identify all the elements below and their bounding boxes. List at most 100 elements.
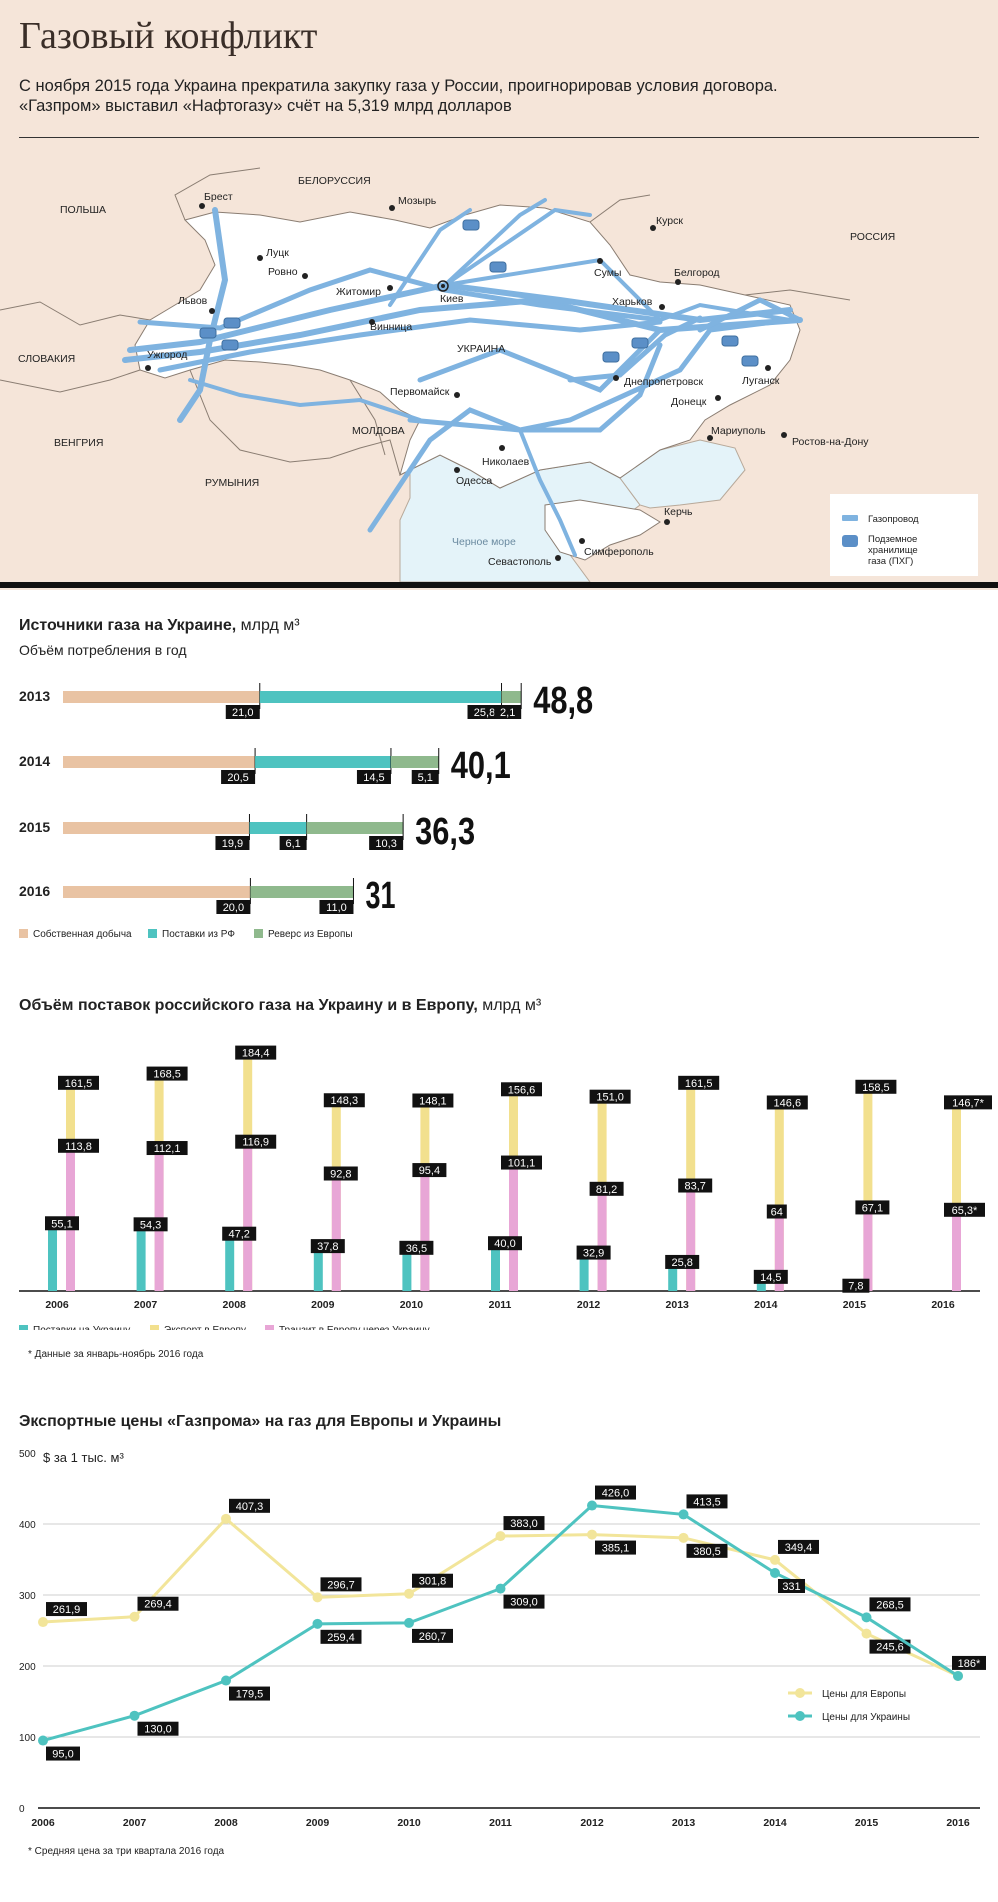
x-tick-label: 2007	[134, 1299, 158, 1311]
reverse-from-europe-value-box	[319, 900, 354, 914]
x-tick-label: 2007	[123, 1817, 147, 1829]
europe-price-value-box	[229, 1498, 270, 1513]
europe-price-value: 186*	[958, 1658, 981, 1670]
transit-value-box	[235, 1134, 277, 1149]
city-label: Керчь	[664, 506, 693, 518]
city-label: Львов	[178, 295, 208, 307]
export-value-box	[146, 1066, 188, 1081]
ukraine-value-box	[133, 1217, 168, 1232]
ukraine-bar	[48, 1218, 57, 1291]
sources-bar-chart: 2013 21,0 25,8 2,1 48,8 2014 20,5 14,5 5,1 40,1 20…	[19, 680, 593, 940]
x-tick-label: 2012	[580, 1817, 604, 1829]
x-tick-label: 2014	[754, 1299, 778, 1311]
x-tick-label: 2014	[763, 1817, 787, 1829]
europe-price-point	[678, 1532, 689, 1543]
ukraine-price-value: 309,0	[510, 1597, 538, 1609]
y-tick-label: 500	[19, 1449, 36, 1460]
ukraine-price-value-box	[778, 1578, 805, 1593]
city-label: Брест	[204, 191, 233, 203]
europe-price-point	[770, 1554, 780, 1565]
ukraine-price-point	[678, 1509, 689, 1520]
city-label: Киев	[440, 293, 464, 305]
city-label: Винница	[370, 321, 412, 333]
transit-value: 113,8	[65, 1141, 92, 1153]
ukraine-price-value: 426,0	[602, 1488, 630, 1500]
ukraine-price-point	[495, 1583, 506, 1594]
ukraine-price-value: 95,0	[52, 1749, 73, 1761]
transit-value-box	[58, 1138, 99, 1153]
supply-from-russia-value: 25,8	[474, 707, 495, 719]
supply-title-unit: млрд м³	[482, 997, 542, 1014]
legend-label: Поставки из РФ	[162, 929, 235, 940]
legend-swatch	[148, 929, 157, 938]
reverse-from-europe-bar	[390, 756, 439, 768]
ukraine-price-value-box	[412, 1628, 453, 1643]
own-production-bar	[63, 756, 256, 768]
transit-value-box	[412, 1163, 447, 1178]
prices-footnote: * Средняя цена за три квартала 2016 года	[28, 1846, 225, 1857]
ukraine-value: 47,2	[228, 1229, 249, 1241]
subtitle-line-2: «Газпром» выставил «Нафтогазу» счёт на 5…	[19, 97, 512, 115]
supply-bar-chart: 161,5 113,8 55,1 2006 168,5 112,1 54,3 2007 184,…	[19, 1045, 992, 1330]
ukraine-price-value-box	[46, 1746, 80, 1761]
export-value: 184,4	[242, 1048, 270, 1060]
europe-price-value: 296,7	[327, 1579, 355, 1591]
export-value: 168,5	[153, 1069, 181, 1081]
x-tick-label: 2006	[45, 1299, 69, 1311]
export-value: 148,3	[331, 1095, 359, 1107]
city-label: Житомир	[336, 286, 381, 298]
legend-pipeline: Газопровод	[868, 514, 919, 525]
europe-price-point	[587, 1529, 597, 1540]
y-tick-label: 0	[19, 1804, 25, 1815]
storage-facilities	[199, 219, 759, 367]
supply-from-russia-value-box	[356, 770, 391, 784]
ukraine-value: 55,1	[51, 1218, 72, 1230]
export-value-box	[323, 1093, 365, 1108]
transit-value: 67,1	[862, 1202, 883, 1214]
gas-pipeline-map: ПОЛЬША БЕЛОРУССИЯ РОССИЯ СЛОВАКИЯ ВЕНГРИ…	[0, 167, 978, 582]
ukraine-price-value-box	[320, 1629, 362, 1644]
supply-from-russia-bar	[249, 822, 307, 834]
export-value: 158,5	[862, 1082, 890, 1094]
city-label: Луцк	[266, 247, 289, 259]
transit-value-box	[501, 1155, 542, 1170]
ukraine-price-point	[587, 1500, 597, 1511]
ukraine-price-point	[404, 1617, 414, 1628]
own-production-bar	[63, 822, 250, 834]
own-production-bar	[63, 691, 260, 703]
country-label: МОЛДОВА	[352, 425, 405, 437]
transit-value-box	[589, 1181, 624, 1196]
section-divider-bar	[0, 582, 998, 588]
x-tick-label: 2011	[489, 1817, 512, 1829]
ukraine-price-value: 268,5	[876, 1599, 904, 1611]
legend-label: Цены для Европы	[822, 1689, 906, 1700]
export-bar	[952, 1097, 961, 1291]
europe-price-point	[129, 1611, 140, 1622]
transit-bar	[420, 1165, 430, 1291]
city-label: Днепропетровск	[624, 376, 703, 388]
x-tick-label: 2013	[672, 1817, 696, 1829]
ukraine-price-value-box	[869, 1597, 911, 1612]
europe-price-point	[312, 1592, 323, 1603]
ukraine-value: 32,9	[583, 1248, 604, 1260]
legend-label: Собственная добыча	[33, 928, 132, 940]
city-label: Первомайск	[390, 386, 450, 398]
y-tick-label: 400	[19, 1520, 36, 1531]
map-legend: Газопровод Подземное хранилище газа (ПХГ…	[830, 494, 978, 576]
legend-label: Транзит в Европу через Украину	[279, 1325, 430, 1330]
country-label: БЕЛОРУССИЯ	[298, 175, 371, 187]
europe-price-point	[38, 1617, 48, 1628]
legend-storage-line2: хранилище	[868, 545, 918, 556]
supply-from-russia-value-box	[467, 705, 502, 719]
supply-from-russia-value-box	[279, 836, 307, 850]
country-label: ПОЛЬША	[60, 204, 106, 216]
ukraine-bar	[136, 1219, 146, 1291]
reverse-from-europe-value-box	[369, 836, 404, 850]
europe-price-value-box	[137, 1596, 179, 1611]
country-label: ВЕНГРИЯ	[54, 437, 103, 449]
europe-price-value: 383,0	[510, 1518, 538, 1530]
export-value: 146,7*	[952, 1097, 985, 1109]
ukraine-bar	[668, 1256, 678, 1291]
ukraine-value-box	[753, 1269, 788, 1284]
europe-price-line	[42, 1516, 959, 1678]
